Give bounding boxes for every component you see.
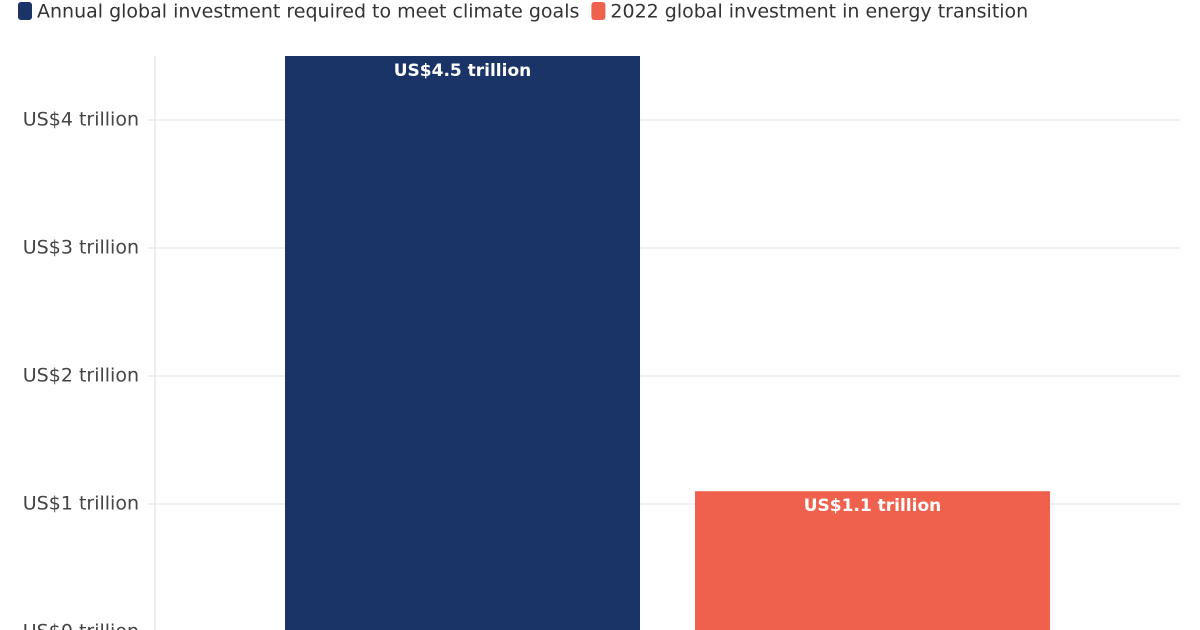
bar [695, 491, 1050, 630]
legend-swatch [591, 2, 606, 20]
legend: Annual global investment required to mee… [18, 1, 1028, 23]
legend-label: Annual global investment required to mee… [37, 1, 579, 23]
value-label: US$4.5 trillion [394, 61, 532, 81]
y-tick-label: US$0 trillion [23, 621, 139, 630]
y-tick-label: US$1 trillion [23, 493, 139, 515]
bars: US$4.5 trillion US$1.1 trillion [285, 56, 1050, 630]
bar [285, 56, 640, 630]
value-label: US$1.1 trillion [804, 496, 942, 516]
legend-swatch [18, 2, 32, 20]
legend-label: 2022 global investment in energy transit… [610, 1, 1028, 23]
y-tick-label: US$2 trillion [23, 365, 139, 387]
y-tick-label: US$3 trillion [23, 237, 139, 259]
y-tick-label: US$4 trillion [23, 109, 139, 131]
